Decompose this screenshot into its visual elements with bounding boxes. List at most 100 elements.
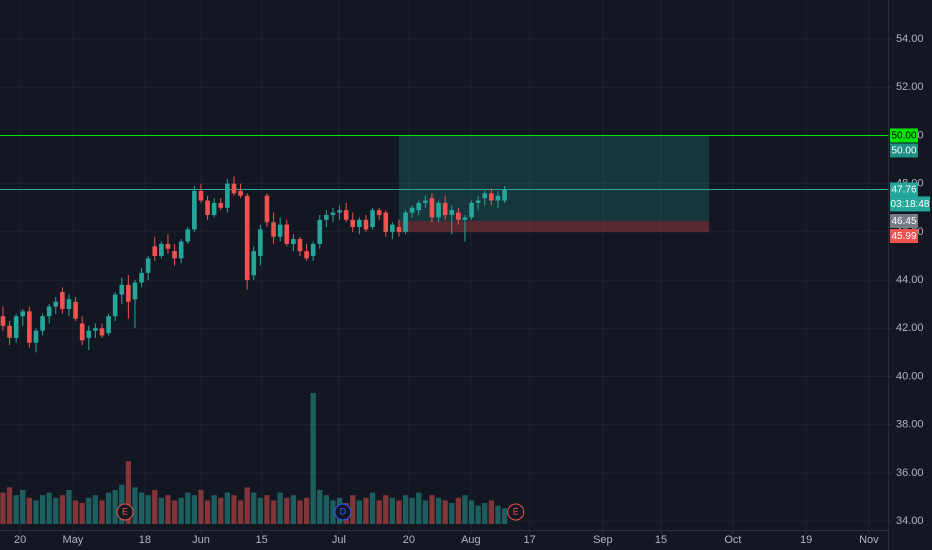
- volume-bar: [455, 497, 461, 524]
- volume-bar: [264, 495, 270, 524]
- volume-bar: [99, 500, 105, 524]
- volume-bar: [251, 492, 257, 524]
- candle-body: [132, 282, 138, 300]
- candle-body: [284, 224, 290, 244]
- candle-body: [178, 241, 184, 259]
- candle-body: [396, 227, 402, 232]
- candle-body: [205, 200, 210, 215]
- candle-body: [7, 325, 12, 338]
- volume-bar: [402, 495, 409, 524]
- candle-body: [350, 219, 356, 228]
- volume-bar: [468, 500, 475, 524]
- volume-bar: [72, 500, 79, 524]
- candle-body: [218, 202, 224, 208]
- volume-bar: [112, 489, 118, 524]
- candle-body: [172, 251, 177, 259]
- candle-body: [390, 224, 395, 232]
- volume-bar: [13, 495, 19, 524]
- volume-bar: [422, 500, 428, 524]
- price-axis-bg: [888, 0, 932, 550]
- candle-body: [60, 292, 65, 309]
- x-tick-label: Jun: [192, 534, 210, 546]
- volume-bar: [20, 489, 26, 524]
- volume-bar: [462, 495, 468, 524]
- y-tick-label: 40.00: [896, 370, 924, 382]
- candle-body: [403, 212, 408, 232]
- volume-bar: [383, 495, 389, 524]
- candle-body: [119, 284, 125, 295]
- price-label: 50.00: [891, 131, 916, 142]
- volume-bar: [218, 497, 224, 524]
- candle-body: [363, 219, 369, 230]
- volume-bar: [105, 492, 112, 524]
- candle-body: [145, 258, 151, 273]
- volume-bar: [330, 500, 336, 524]
- candle-body: [53, 301, 59, 307]
- candle-body: [211, 202, 217, 215]
- candle-body: [482, 193, 488, 199]
- candle-body: [0, 316, 6, 326]
- candle-body: [46, 306, 52, 317]
- volume-bar: [257, 497, 264, 524]
- volume-bar: [442, 500, 448, 524]
- price-label-box: [890, 214, 918, 229]
- volume-bar: [165, 495, 171, 524]
- candle-body: [429, 198, 435, 218]
- volume-bar: [132, 487, 138, 524]
- x-tick-label: 15: [256, 534, 268, 546]
- candle-body: [20, 311, 26, 317]
- event-marker: [507, 503, 525, 521]
- volume-bar: [145, 495, 151, 524]
- candle-body: [330, 212, 336, 215]
- volume-bar: [178, 497, 184, 524]
- volume-bar: [270, 500, 277, 524]
- y-tick-label: 42.00: [896, 322, 924, 334]
- volume-bar: [59, 495, 66, 524]
- x-tick-label: Nov: [859, 534, 879, 546]
- candle-body: [231, 183, 237, 194]
- event-label: E: [122, 506, 128, 516]
- volume-bar: [482, 503, 488, 524]
- candle-body: [297, 239, 303, 252]
- volume-bar: [277, 492, 283, 524]
- volume-bar: [350, 495, 356, 524]
- x-tick-label: Sep: [593, 534, 613, 546]
- volume-bar: [303, 497, 310, 524]
- y-tick-label: 34.00: [896, 515, 924, 527]
- volume-bar: [495, 505, 501, 524]
- candle-body: [449, 210, 455, 215]
- candle-body: [475, 200, 481, 203]
- volume-bar: [416, 492, 422, 524]
- volume-bar: [231, 495, 237, 524]
- x-tick-label: 19: [800, 534, 812, 546]
- volume-bar: [323, 495, 329, 524]
- candle-body: [291, 239, 296, 244]
- volume-bar: [152, 489, 158, 524]
- volume-bar: [310, 393, 316, 524]
- candle-body: [238, 190, 243, 196]
- candle-body: [416, 202, 422, 211]
- volume-bar: [449, 503, 455, 524]
- candle-body: [436, 202, 441, 218]
- candle-body: [66, 299, 72, 309]
- volume-bar: [171, 500, 178, 524]
- volume-bar: [409, 497, 415, 524]
- volume-bar: [488, 500, 494, 524]
- candle-body: [376, 210, 382, 215]
- volume-bar: [26, 497, 33, 524]
- candle-body: [192, 190, 197, 230]
- candle-body: [86, 330, 92, 338]
- candle-body: [152, 246, 158, 256]
- candle-body: [33, 330, 39, 343]
- candle-body: [13, 316, 19, 338]
- candle-body: [502, 189, 507, 201]
- volume-bar: [0, 492, 6, 524]
- candle-body: [456, 212, 461, 220]
- event-label: D: [340, 506, 347, 516]
- candle-body: [324, 214, 329, 220]
- x-tick-label: 20: [403, 534, 415, 546]
- candle-body: [198, 190, 204, 201]
- volume-bar: [435, 497, 442, 524]
- volume-bar: [79, 503, 85, 524]
